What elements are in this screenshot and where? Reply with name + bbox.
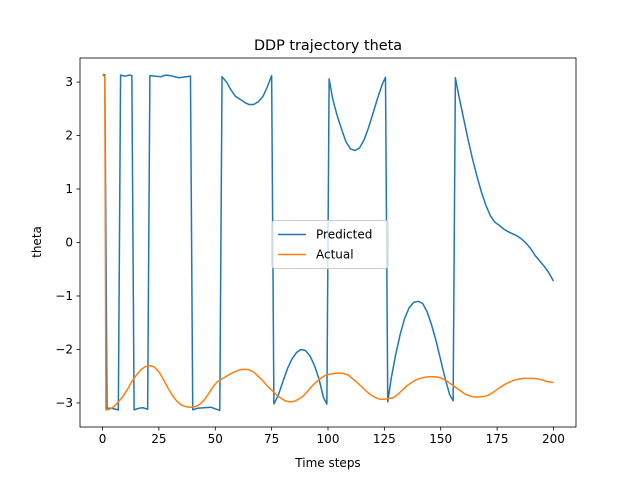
legend: Predicted Actual [271, 220, 389, 269]
chart-title: DDP trajectory theta [254, 38, 402, 54]
legend-label-actual: Actual [316, 248, 354, 262]
x-tick-label: 0 [99, 432, 107, 446]
x-tick-label: 25 [151, 432, 166, 446]
x-tick-label: 125 [373, 432, 396, 446]
x-tick-label: 100 [317, 432, 340, 446]
y-tick-label: 1 [65, 182, 73, 196]
x-tick-label: 50 [208, 432, 223, 446]
y-tick-label: 0 [65, 236, 73, 250]
x-tick-label: 150 [429, 432, 452, 446]
series-line-predicted [102, 73, 555, 412]
y-tick-label: −2 [55, 342, 73, 356]
x-tick-label: 200 [542, 432, 565, 446]
y-tick-label: −1 [55, 289, 73, 303]
legend-label-predicted: Predicted [316, 228, 372, 242]
y-tick-label: −3 [55, 396, 73, 410]
x-axis-label: Time steps [294, 456, 360, 470]
y-axis-label: theta [30, 226, 44, 258]
x-tick-label: 75 [264, 432, 279, 446]
ticks-layer: 0 25 50 75 100 125 150 175 200 −3 −2 −1 0 1 2 3 [55, 75, 565, 446]
y-tick-label: 3 [65, 75, 73, 89]
legend-box [271, 220, 389, 269]
y-tick-label: 2 [65, 129, 73, 143]
series-line-actual [102, 74, 554, 411]
series-layer [102, 73, 555, 412]
x-tick-label: 175 [486, 432, 509, 446]
